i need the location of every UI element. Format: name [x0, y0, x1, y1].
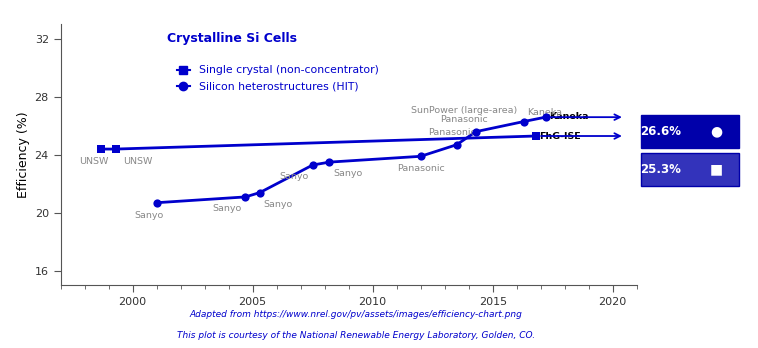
Text: UNSW: UNSW [123, 157, 152, 166]
Text: SunPower (large-area): SunPower (large-area) [411, 106, 517, 115]
Point [518, 119, 530, 124]
Point [540, 114, 552, 120]
Text: Panasonic: Panasonic [440, 115, 487, 124]
Legend: Single crystal (non-concentrator), Silicon heterostructures (HIT): Single crystal (non-concentrator), Silic… [173, 61, 383, 96]
Text: Crystalline Si Cells: Crystalline Si Cells [168, 32, 297, 45]
Text: ■: ■ [709, 163, 723, 176]
Point [450, 142, 462, 148]
Text: Sanyo: Sanyo [264, 200, 293, 209]
Point [110, 146, 122, 152]
Text: Panasonic: Panasonic [397, 164, 444, 173]
Text: This plot is courtesy of the National Renewable Energy Laboratory, Golden, CO.: This plot is courtesy of the National Re… [177, 331, 535, 340]
Text: Sanyo: Sanyo [212, 204, 242, 213]
Text: Adapted from https://www.nrel.gov/pv/assets/images/efficiency-chart.png: Adapted from https://www.nrel.gov/pv/ass… [190, 310, 523, 319]
Text: Kaneka: Kaneka [549, 112, 589, 121]
Point [96, 146, 108, 152]
Point [415, 153, 427, 159]
Text: 25.3%: 25.3% [641, 163, 681, 176]
Text: Sanyo: Sanyo [333, 169, 362, 179]
Text: UNSW: UNSW [80, 157, 109, 166]
Point [306, 162, 318, 168]
Text: 26.6%: 26.6% [641, 125, 681, 138]
Text: Panasonic: Panasonic [428, 128, 476, 137]
Text: Sanyo: Sanyo [280, 172, 309, 181]
Point [151, 200, 163, 205]
Point [254, 190, 266, 195]
Text: FhG-ISE: FhG-ISE [540, 132, 581, 141]
Point [530, 133, 542, 139]
Text: ●: ● [710, 124, 722, 138]
Point [324, 159, 336, 165]
Point [470, 129, 482, 134]
Text: Sanyo: Sanyo [135, 211, 164, 220]
Point [240, 194, 252, 200]
Text: Kaneka: Kaneka [528, 108, 562, 117]
Y-axis label: Efficiency (%): Efficiency (%) [17, 112, 30, 198]
